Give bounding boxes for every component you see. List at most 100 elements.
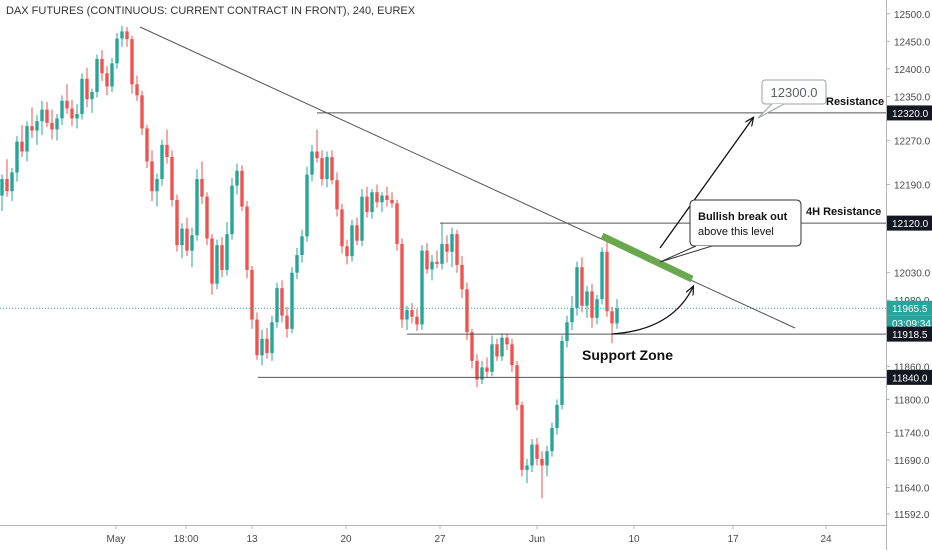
label-current: 11965.5 <box>892 304 928 315</box>
price-axis: 12500.0 12450.0 12400.0 12350.0 12270.0 12190… <box>886 0 932 550</box>
candle-body <box>590 291 594 318</box>
y-tick-label: 11800.0 <box>894 395 930 406</box>
y-tick-label: 12450.0 <box>894 37 931 48</box>
candle-body <box>165 144 169 158</box>
candle-body <box>610 311 614 324</box>
candle-body <box>320 158 324 180</box>
label-support-upper: 11918.5 <box>892 330 928 341</box>
candle-body <box>440 244 444 264</box>
candle-body <box>130 39 134 85</box>
candle-body <box>365 196 369 213</box>
resistance-4h-text: 4H Resistance <box>806 206 881 218</box>
candle-body <box>125 31 129 40</box>
candle-body <box>75 114 79 119</box>
candle-body <box>250 269 254 320</box>
candle-body <box>575 267 579 308</box>
candle-body <box>90 91 94 100</box>
support-zone-text: Support Zone <box>582 347 673 363</box>
candle-body <box>615 308 619 324</box>
candle-body <box>340 209 344 247</box>
candle-body <box>150 161 154 192</box>
y-tick-label: 12350.0 <box>894 92 931 103</box>
label-current-bg <box>887 300 932 316</box>
candle-body <box>395 203 399 245</box>
candle-body <box>435 261 439 264</box>
candle-body <box>110 63 114 87</box>
candle-body <box>190 235 194 251</box>
candle-body <box>310 151 314 175</box>
candle-body <box>115 38 119 64</box>
candle-body <box>275 288 279 323</box>
candle-body <box>370 192 374 213</box>
candle-body <box>445 244 449 252</box>
label-countdown: 03:09:34 <box>892 319 931 330</box>
x-tick-label: 17 <box>727 534 739 545</box>
candle-body <box>140 95 144 129</box>
candle-body <box>550 428 554 452</box>
candle-body <box>210 238 214 284</box>
candle-body <box>460 264 464 290</box>
candle-body <box>70 108 74 119</box>
candle-body <box>175 199 179 246</box>
resistance-text: Resistance <box>826 96 884 108</box>
candle-body <box>515 365 519 405</box>
candle-body <box>355 225 359 241</box>
candle-body <box>255 319 259 356</box>
label-resistance-bg <box>887 105 932 121</box>
x-tick-label: 27 <box>434 534 446 545</box>
candle-body <box>25 126 29 152</box>
candle-body <box>360 196 364 241</box>
levels-and-trendline <box>0 26 886 378</box>
candle-body <box>400 244 404 320</box>
candle-body <box>295 255 299 273</box>
price-axis-bg <box>886 0 932 550</box>
candle-body <box>415 316 419 325</box>
candle-body <box>170 157 174 200</box>
target-box-pointer <box>757 103 785 119</box>
label-resistance-4h: 12120.0 <box>892 219 929 230</box>
candle-body <box>260 338 264 356</box>
label-resistance-4h-bg <box>887 215 932 231</box>
candle-body <box>475 360 479 380</box>
time-axis: May 18:00 13 20 27 Jun 10 17 24 <box>0 525 886 545</box>
candle-body <box>325 157 329 180</box>
y-tick-label: 11592.0 <box>894 510 930 521</box>
candle-body <box>485 367 489 372</box>
x-tick-label: 18:00 <box>173 534 198 545</box>
candle-body <box>185 228 189 251</box>
target-box-text: 12300.0 <box>771 85 818 100</box>
candle-body <box>35 121 39 131</box>
candle-body <box>300 236 304 256</box>
candle-body <box>160 144 164 180</box>
candle-body <box>120 31 124 39</box>
target-box <box>761 79 827 105</box>
candle-body <box>100 58 104 74</box>
candle-body <box>345 246 349 257</box>
candle-body <box>60 100 64 119</box>
candle-body <box>240 170 244 207</box>
x-tick-label: 13 <box>246 534 258 545</box>
callout-text-line2: above this level <box>698 226 774 238</box>
candle-body <box>555 404 559 429</box>
candle-body <box>565 322 569 342</box>
y-tick-label: 11690.0 <box>894 456 930 467</box>
candle-body <box>315 151 319 159</box>
candle-body <box>215 245 219 284</box>
candle-body <box>195 179 199 236</box>
x-tick-label: May <box>107 534 126 545</box>
y-tick-label: 12270.0 <box>894 136 931 147</box>
candle-body <box>350 225 354 257</box>
candle-body <box>335 180 339 210</box>
candle-body <box>490 344 494 372</box>
candle-body <box>500 337 504 357</box>
label-resistance: 12320.0 <box>892 109 929 120</box>
candle-body <box>145 128 149 162</box>
candle-body <box>205 196 209 239</box>
curved-arrow <box>611 287 693 335</box>
candle-body <box>470 332 474 361</box>
y-tick-label: 12190.0 <box>894 181 931 192</box>
candle-body <box>585 291 589 306</box>
x-tick-label: Jun <box>529 534 545 545</box>
